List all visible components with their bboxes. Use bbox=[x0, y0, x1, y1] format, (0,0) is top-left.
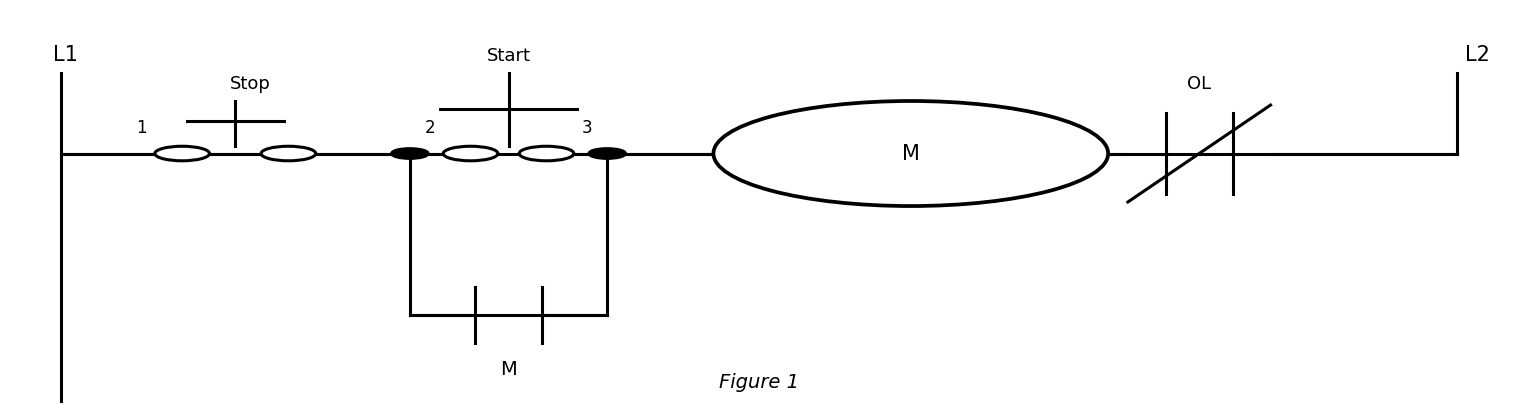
Text: 2: 2 bbox=[425, 119, 436, 137]
Text: M: M bbox=[902, 143, 920, 164]
Circle shape bbox=[392, 149, 428, 158]
Circle shape bbox=[589, 149, 625, 158]
Text: Stop: Stop bbox=[231, 75, 270, 93]
Circle shape bbox=[261, 146, 316, 161]
Text: 1: 1 bbox=[137, 119, 147, 137]
Text: L2: L2 bbox=[1465, 44, 1489, 65]
Text: OL: OL bbox=[1187, 75, 1211, 93]
Circle shape bbox=[713, 101, 1108, 206]
Text: Start: Start bbox=[487, 46, 530, 65]
Circle shape bbox=[519, 146, 574, 161]
Circle shape bbox=[443, 146, 498, 161]
Text: M: M bbox=[499, 360, 518, 379]
Circle shape bbox=[155, 146, 209, 161]
Text: L1: L1 bbox=[53, 44, 77, 65]
Text: Figure 1: Figure 1 bbox=[720, 373, 798, 392]
Text: 3: 3 bbox=[581, 119, 592, 137]
